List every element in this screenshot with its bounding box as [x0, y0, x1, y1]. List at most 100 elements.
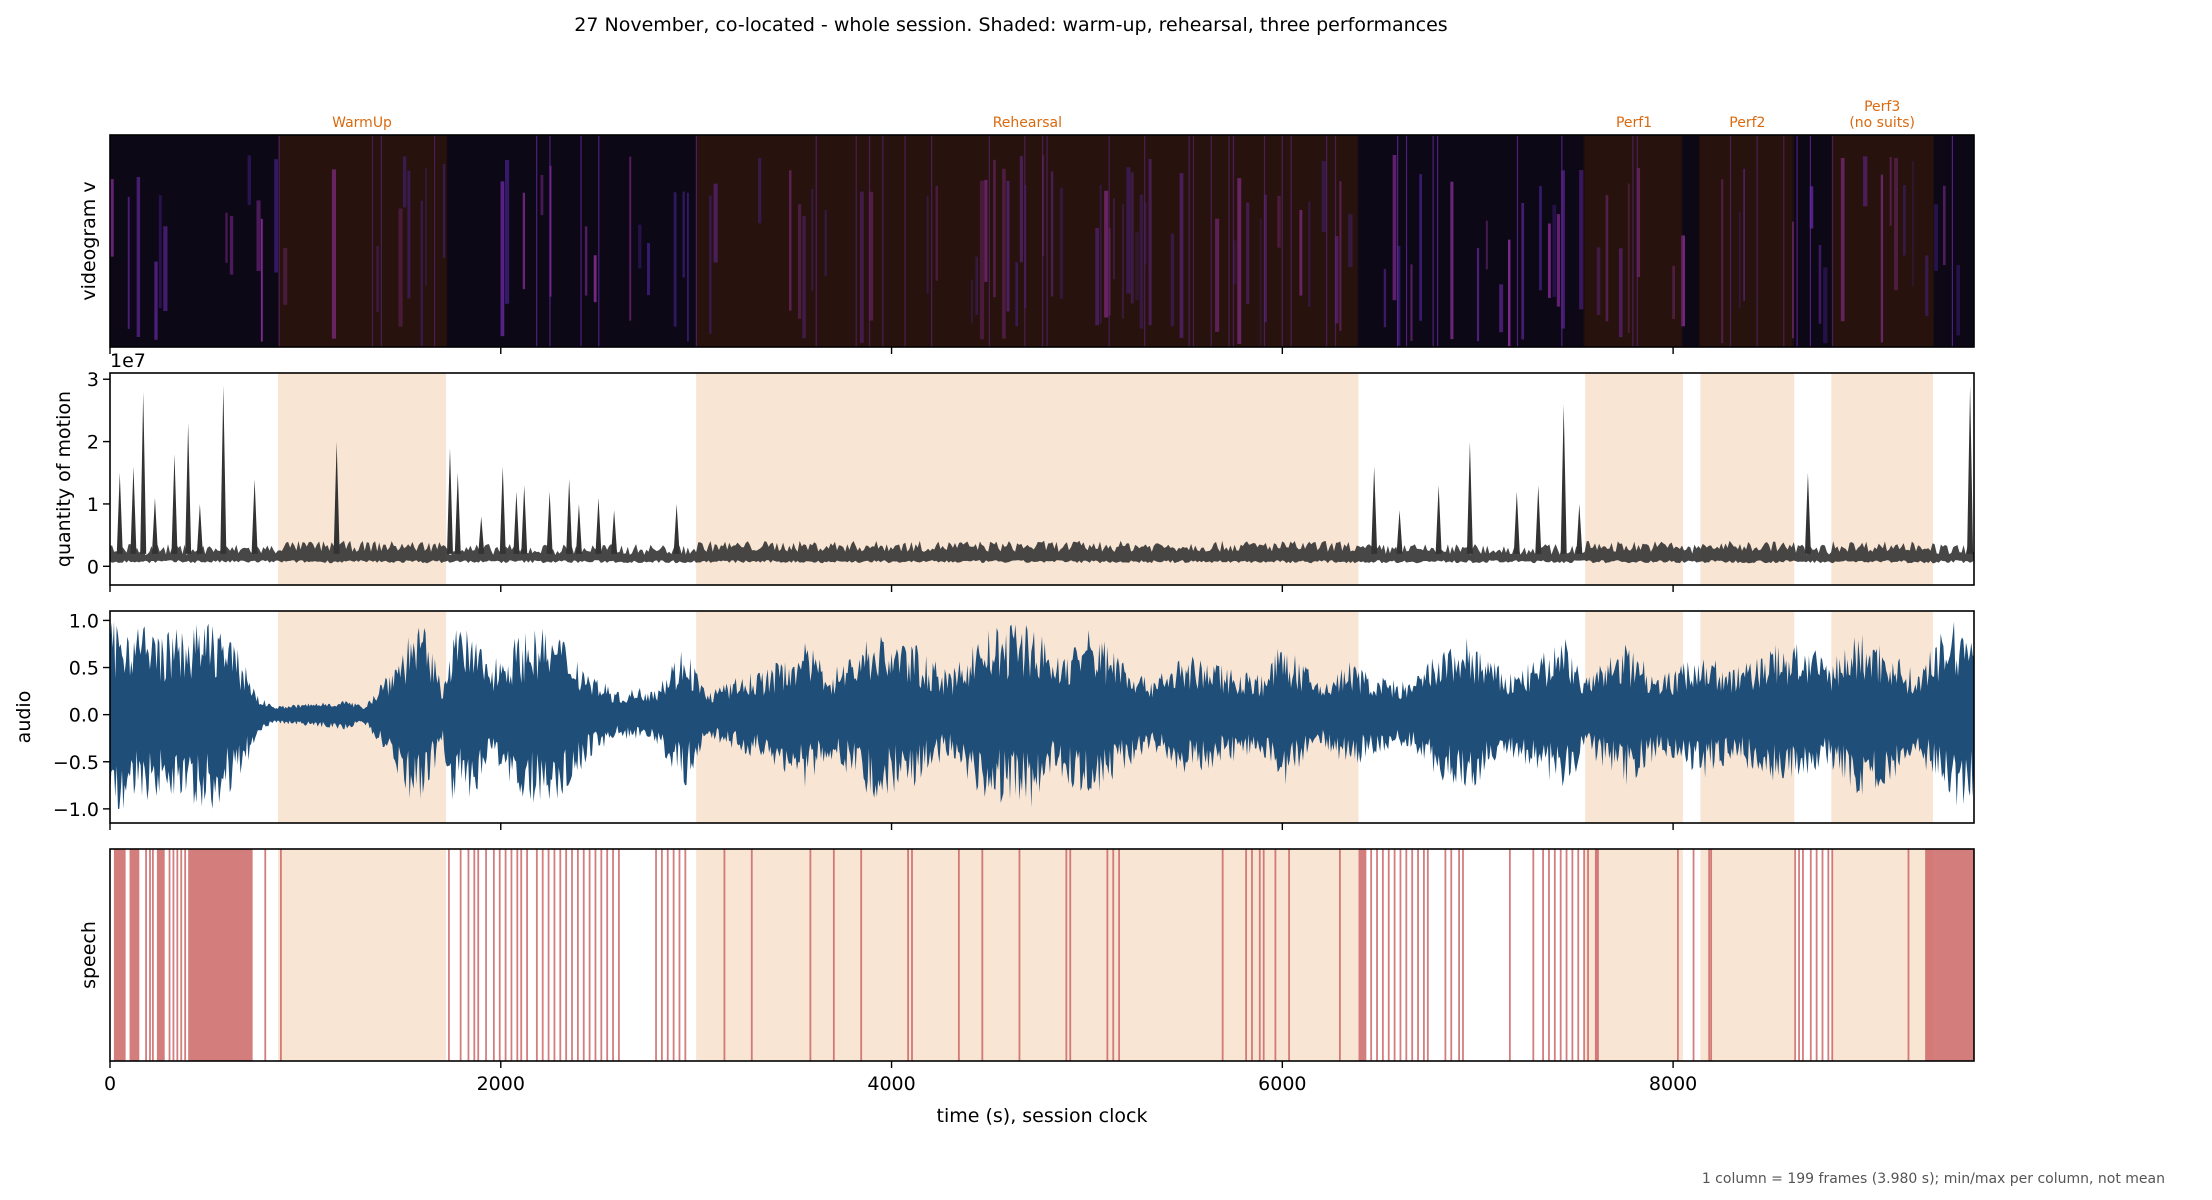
speech-event — [264, 849, 267, 1061]
speech-event — [516, 849, 519, 1061]
x-tick-label: 0 — [104, 1073, 116, 1095]
videogram-streak — [1263, 135, 1266, 347]
videogram-column — [802, 215, 806, 339]
qom-spike — [171, 454, 178, 554]
speech-event — [1018, 849, 1021, 1061]
speech-event — [1417, 849, 1419, 1061]
videogram-column — [1681, 235, 1685, 327]
videogram-column — [1476, 248, 1480, 342]
qom-spike — [151, 497, 158, 554]
speech-event — [1542, 849, 1544, 1061]
videogram-column — [1840, 157, 1845, 322]
speech-event — [1338, 849, 1341, 1061]
speech-event — [1565, 849, 1568, 1061]
videogram-column — [1894, 158, 1898, 291]
videogram-streak — [1405, 135, 1408, 347]
videogram-column — [811, 188, 814, 291]
speech-event — [1288, 849, 1290, 1061]
videogram-streak — [1232, 135, 1235, 347]
speech-event — [172, 849, 175, 1061]
segment-label: Perf2 — [1729, 115, 1765, 131]
videogram-streak — [868, 135, 871, 347]
videogram-column — [1126, 167, 1131, 294]
qom-spike — [140, 391, 147, 554]
speech-event — [723, 849, 726, 1061]
videogram-streak — [855, 135, 857, 347]
speech-event — [1444, 849, 1447, 1061]
videogram-column — [1889, 156, 1892, 226]
videogram-column — [1539, 186, 1542, 291]
videogram-column — [1232, 240, 1237, 285]
videogram-column — [638, 224, 642, 269]
speech-event — [981, 849, 984, 1061]
speech-event — [1583, 849, 1586, 1061]
videogram-column — [926, 195, 929, 294]
speech-panel: speech — [78, 848, 1975, 1062]
speech-frame — [109, 848, 1975, 1062]
videogram-streak — [1042, 135, 1044, 347]
videogram-streak — [1228, 135, 1230, 347]
videogram-column — [686, 192, 689, 342]
videogram-column — [1246, 202, 1250, 305]
qom-offset-label: 1e7 — [110, 350, 146, 372]
speech-event — [279, 849, 282, 1061]
videogram-column — [1902, 185, 1906, 256]
speech-event — [467, 849, 470, 1061]
videogram-column — [979, 180, 985, 340]
qom-ytick-label: 0 — [87, 556, 99, 578]
speech-event — [666, 849, 669, 1061]
speech-event — [1370, 849, 1373, 1061]
speech-event — [541, 849, 544, 1061]
videogram-column — [593, 255, 597, 303]
videogram-streak — [882, 135, 884, 347]
speech-event — [485, 849, 487, 1061]
videogram-column — [1015, 262, 1019, 327]
videogram-column — [1956, 265, 1961, 336]
speech-event — [907, 849, 909, 1061]
videogram-column — [1880, 174, 1884, 343]
segment-label: WarmUp — [332, 115, 392, 131]
speech-event — [492, 849, 495, 1061]
videogram-streak — [278, 135, 280, 347]
videogram-column — [1721, 179, 1724, 344]
speech-event — [600, 849, 603, 1061]
videogram-column — [1618, 248, 1623, 338]
videogram-streak — [1809, 135, 1811, 347]
speech-event — [152, 849, 154, 1061]
videogram-column — [1392, 155, 1397, 301]
qom-spike — [333, 441, 340, 554]
audio-ytick-label: −0.5 — [53, 752, 99, 774]
videogram-panel: videogram v WarmUp Rehearsal Perf1 Perf2 Per… — [78, 99, 1975, 348]
speech-event — [1458, 849, 1460, 1061]
segment-shade — [1585, 849, 1683, 1061]
videogram-streak — [904, 135, 906, 347]
videogram-streak — [1432, 135, 1434, 347]
videogram-streak — [1326, 135, 1328, 347]
qom-spike — [566, 479, 573, 554]
speech-event — [1794, 849, 1797, 1061]
speech-event — [547, 849, 550, 1061]
videogram-column — [709, 195, 712, 334]
videogram-segment-shade — [1831, 135, 1933, 347]
videogram-column — [1095, 227, 1100, 326]
qom-spike — [220, 385, 227, 554]
videogram-column — [1925, 255, 1929, 316]
speech-block — [1358, 849, 1367, 1061]
videogram-streak — [1436, 135, 1439, 347]
videogram-column — [1579, 169, 1584, 310]
videogram-column — [1321, 160, 1326, 232]
videogram-column — [1170, 233, 1175, 327]
qom-ytick-label: 3 — [87, 369, 99, 391]
x-tick-label: 6000 — [1258, 1073, 1306, 1095]
videogram-column — [1019, 156, 1024, 263]
speech-event — [504, 849, 507, 1061]
x-tick-label: 4000 — [867, 1073, 915, 1095]
speech-event — [1381, 849, 1384, 1061]
speech-ylabel: speech — [78, 921, 100, 989]
videogram-column — [629, 156, 632, 321]
videogram-column — [1596, 247, 1601, 315]
segment-label: Perf3 (no suits) — [1849, 99, 1915, 131]
speech-event — [1423, 849, 1425, 1061]
speech-event — [809, 849, 812, 1061]
qom-spike — [1371, 466, 1378, 554]
